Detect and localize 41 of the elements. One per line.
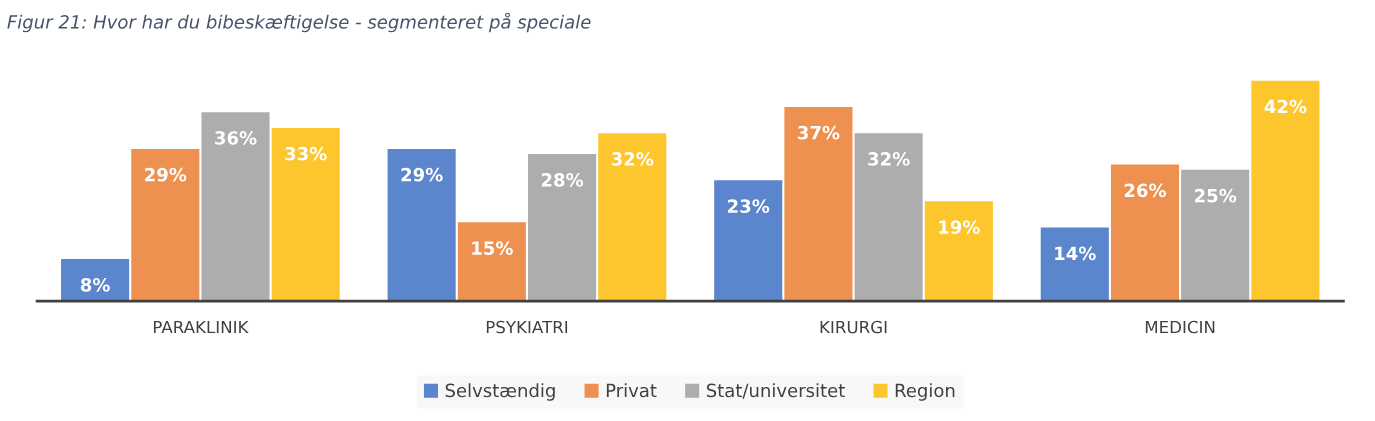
legend-label: Selvstændig (445, 383, 555, 401)
bar (131, 148, 200, 302)
legend-label: Privat (606, 383, 657, 398)
bar (201, 112, 270, 302)
data-label: 25% (1195, 188, 1237, 203)
bar (61, 259, 130, 302)
data-label: 14% (1055, 246, 1096, 261)
chart-title: Figur 21: Hvor har du bibeskæftigelse - segmenteret på speciale (7, 12, 591, 33)
data-label: 26% (1124, 183, 1167, 198)
bar (598, 133, 667, 302)
bar (457, 222, 526, 302)
data-label: 32% (611, 152, 654, 166)
data-label: 36% (215, 131, 257, 145)
data-label: 32% (868, 152, 910, 166)
bar (854, 133, 923, 302)
legend-label: Region (895, 383, 955, 401)
data-label: 23% (728, 199, 770, 213)
bar (1040, 227, 1109, 302)
bar (924, 201, 993, 302)
data-label: 29% (401, 167, 443, 182)
data-label: 19% (939, 220, 980, 234)
data-label: 33% (285, 146, 327, 161)
data-label: 15% (472, 241, 513, 255)
x-tick-label: MEDICIN (1145, 320, 1215, 334)
bar (1251, 80, 1320, 302)
bar (271, 127, 340, 302)
x-tick-label: PSYKIATRI (486, 320, 568, 334)
x-tick-label: PARAKLINIK (153, 320, 249, 334)
data-label: 8% (80, 278, 110, 292)
bar (1181, 169, 1250, 302)
bar (528, 154, 597, 302)
legend-label: Stat/universitet (706, 383, 845, 399)
bar (1110, 164, 1180, 302)
data-label: 37% (798, 125, 840, 140)
bar (387, 148, 456, 302)
bar (784, 106, 853, 302)
data-label: 29% (145, 167, 187, 182)
bar (714, 180, 783, 302)
data-label: 28% (541, 173, 584, 187)
x-tick-label: KIRURGI (820, 320, 887, 334)
data-label: 42% (1264, 99, 1307, 114)
